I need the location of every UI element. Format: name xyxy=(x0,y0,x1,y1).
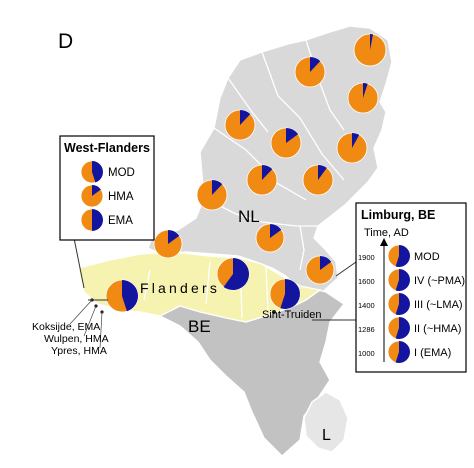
west-flanders-box xyxy=(59,135,155,241)
map-pies xyxy=(73,33,387,321)
limburg-title: Limburg, BE xyxy=(361,208,435,222)
luxembourg-label: L xyxy=(322,427,331,444)
map-pie-13 xyxy=(105,279,139,313)
map-pie-10 xyxy=(255,223,285,253)
year-label-1: 1600 xyxy=(358,277,375,286)
province-borders xyxy=(143,39,345,319)
site-leaders xyxy=(69,299,103,349)
map-pie-17 xyxy=(269,278,301,310)
map-regions xyxy=(77,25,393,457)
map-pie-4 xyxy=(270,127,302,159)
sint-truiden-label: Sint-Truiden xyxy=(262,309,322,321)
limburg-box xyxy=(355,202,467,373)
luxembourg-region xyxy=(303,391,349,453)
time-axis-arrow xyxy=(380,238,388,246)
year-label-2: 1400 xyxy=(358,301,375,310)
limburg-label-4: I (EMA) xyxy=(414,347,451,359)
time-axis-title: Time, AD xyxy=(364,227,409,239)
ypres-label: Ypres, HMA xyxy=(51,345,107,357)
koksijde-label: Koksijde, EMA xyxy=(32,321,100,333)
limburg-pie-1 xyxy=(387,268,411,292)
map-pie-12 xyxy=(305,255,335,285)
limburg-pie-0 xyxy=(387,244,411,268)
sint-truiden-dot xyxy=(272,310,276,314)
west-flanders-label-0: MOD xyxy=(108,167,135,179)
map-pie-2 xyxy=(347,82,379,114)
limburg-label-2: III (~LMA) xyxy=(414,299,463,311)
map-pie-3 xyxy=(224,109,256,141)
west-flanders-pie-0 xyxy=(80,160,104,184)
site-markers xyxy=(69,298,276,349)
map-pie-6 xyxy=(196,179,228,211)
limburg-pie-4 xyxy=(387,340,411,364)
year-label-3: 1286 xyxy=(358,325,375,334)
map-pie-7 xyxy=(246,164,278,196)
panel-label: D xyxy=(58,30,73,53)
year-label-0: 1900 xyxy=(358,253,375,262)
west-flanders-label-2: EMA xyxy=(108,215,133,227)
map-pie-9 xyxy=(153,229,183,259)
limburg-label-1: IV (~PMA) xyxy=(414,275,465,287)
limburg-label-3: II (~HMA) xyxy=(414,323,461,335)
west-flanders-pie-2 xyxy=(80,208,104,232)
west-flanders-pie-1 xyxy=(80,184,104,208)
map-pie-0 xyxy=(353,33,387,67)
map-pie-1 xyxy=(294,56,326,88)
flanders-label: Flanders xyxy=(140,280,220,296)
limburg-pie-2 xyxy=(387,292,411,316)
west-flanders-label-1: HMA xyxy=(108,191,134,203)
west-flanders-legend: West-Flanders MOD HMA EMA xyxy=(59,135,155,241)
map-pie-5 xyxy=(336,132,368,164)
map-pie-14 xyxy=(216,257,250,291)
limburg-pie-3 xyxy=(387,316,411,340)
map-pie-8 xyxy=(302,164,334,196)
be-label: BE xyxy=(188,317,211,336)
year-label-4: 1000 xyxy=(358,349,375,358)
limburg-label-0: MOD xyxy=(414,251,440,263)
wulpen-label: Wulpen, HMA xyxy=(44,333,109,345)
limburg-legend: Limburg, BE Time, AD 1900 1600 1400 1286 1000 M… xyxy=(355,202,467,373)
nl-label: NL xyxy=(238,207,260,226)
west-flanders-title: West-Flanders xyxy=(64,141,150,155)
